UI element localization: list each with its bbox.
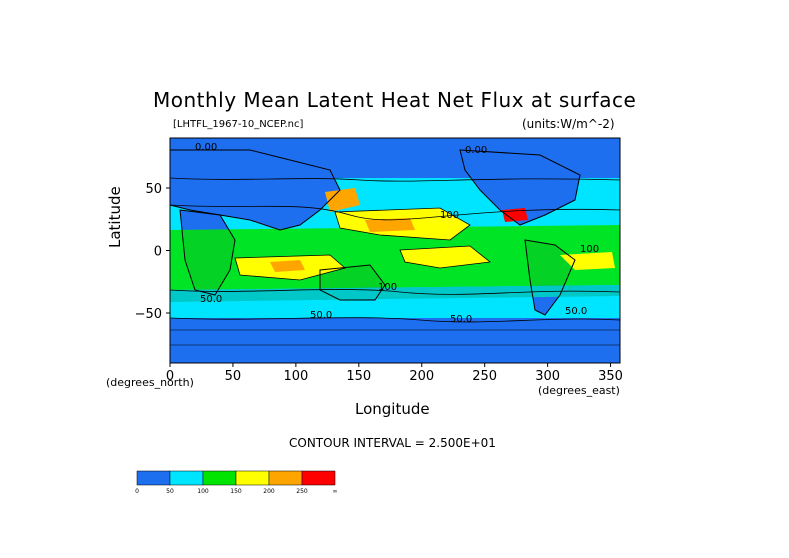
contour-label: 0.00: [465, 145, 487, 156]
contour-line: [170, 177, 620, 182]
coastline: [170, 149, 341, 231]
coastline: [319, 264, 386, 301]
y-tick-label: 50: [145, 182, 162, 197]
orange-patch-1: [365, 218, 415, 232]
colorbar-swatch: [268, 470, 303, 486]
contour-label: 100: [378, 282, 397, 293]
x-unit-left-label: (degrees_north): [106, 376, 194, 389]
contour-label: 0.00: [195, 142, 217, 153]
colorbar-swatch: [301, 470, 336, 486]
colorbar: 0 50 100 150 200 250 ∞: [135, 470, 338, 495]
colorbar-level-label: 50: [166, 488, 174, 495]
x-tick-label: 0: [166, 369, 174, 384]
y-ticks: 50 0 −50: [135, 182, 170, 322]
y-tick-label: −50: [135, 307, 162, 322]
x-tick-label: 100: [283, 369, 308, 384]
colorbar-level-label: 200: [263, 488, 275, 495]
contour-line: [170, 204, 620, 221]
x-axis-label: Longitude: [355, 400, 430, 418]
x-unit-right-label: (degrees_east): [538, 384, 620, 397]
colorbar-swatch: [169, 470, 204, 486]
southern-ocean: [170, 296, 620, 318]
eurasia-land: [170, 150, 340, 230]
north-america-land: [460, 150, 580, 225]
contour-interval-label: CONTOUR INTERVAL = 2.500E+01: [289, 436, 496, 450]
x-tick-label: 300: [535, 369, 560, 384]
x-tick-label: 150: [346, 369, 371, 384]
contour-label: 50.0: [565, 306, 587, 317]
chart-title: Monthly Mean Latent Heat Net Flux at sur…: [153, 88, 637, 112]
x-tick-label: 350: [598, 369, 623, 384]
orange-patch-2: [270, 260, 305, 272]
contour-label: 100: [580, 244, 599, 255]
x-tick-label: 200: [409, 369, 434, 384]
contour-line: [234, 254, 346, 281]
coastline: [179, 209, 236, 296]
coastline: [524, 239, 576, 316]
contour-label: 50.0: [450, 314, 472, 325]
contour-line: [170, 289, 620, 295]
colorbar-level-label: 0: [135, 488, 139, 495]
x-tick-label: 250: [472, 369, 497, 384]
colorbar-swatch: [202, 470, 237, 486]
contour-label: 50.0: [200, 294, 222, 305]
contour-line: [334, 207, 471, 241]
subtropical-south: [170, 285, 620, 302]
x-tick-label: 50: [225, 369, 242, 384]
kuroshio: [325, 188, 360, 212]
x-ticks: 0 50 100 150 200 250 300 350: [166, 363, 623, 384]
contour-line: [399, 245, 491, 269]
units-label: (units:W/m^-2): [522, 117, 615, 131]
plot-area: 0.00 0.00 100 100 50.0 50.0 50.0 50.0 10…: [170, 138, 620, 363]
south-atlantic-max: [560, 252, 615, 270]
coastline: [459, 149, 581, 226]
colorbar-level-label: 250: [296, 488, 308, 495]
colorbar-swatch: [235, 470, 270, 486]
contour-label: 100: [440, 210, 459, 221]
file-label: [LHTFL_1967-10_NCEP.nc]: [173, 119, 304, 130]
colorbar-level-label: ∞: [333, 488, 338, 495]
colorbar-level-label: 150: [230, 488, 242, 495]
contour-label: 50.0: [310, 310, 332, 321]
colorbar-level-label: 100: [197, 488, 209, 495]
polar-ocean-south: [170, 318, 620, 363]
y-tick-label: 0: [154, 245, 162, 260]
colorbar-swatch: [136, 470, 171, 486]
contour-line: [170, 317, 620, 323]
south-pacific-max: [400, 246, 490, 268]
